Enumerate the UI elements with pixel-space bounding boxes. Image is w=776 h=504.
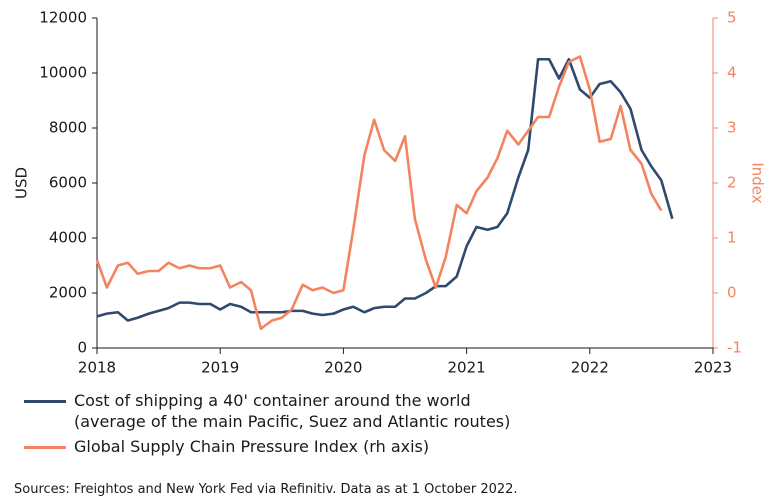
series-line [95,55,663,331]
legend-swatch [24,446,66,449]
chart: USD Index 0 2000 4000 6000 8000 10000 12000 -1 0… [13,9,767,377]
y-tick-label: 2000 [49,284,87,302]
legend-item: Cost of shipping a 40' container around … [24,390,510,432]
y-tick-label: 8000 [49,119,87,137]
y2-tick-label: 2 [727,174,737,192]
y-axis-title: USD [13,167,31,199]
y2-axis-title: Index [749,162,767,203]
x-tick-label: 2021 [448,359,486,377]
y-tick-label: 6000 [49,174,87,192]
y-tick-label: 10000 [39,64,87,82]
x-tick-label: 2019 [201,359,239,377]
y2-tick-label: -1 [727,339,742,357]
x-tick-label: 2023 [694,359,732,377]
y-tick-label: 12000 [39,9,87,27]
y2-tick-label: 5 [727,9,737,27]
y2-tick-label: 0 [727,284,737,302]
x-tick-label: 2018 [78,359,116,377]
y2-tick-label: 3 [727,119,737,137]
series-line [96,57,674,322]
y-tick-label: 4000 [49,229,87,247]
legend-label: Cost of shipping a 40' container around … [74,391,511,431]
x-tick-label: 2020 [324,359,362,377]
x-tick-label: 2022 [571,359,609,377]
source-note: Sources: Freightos and New York Fed via … [14,482,518,497]
legend-label: Global Supply Chain Pressure Index (rh a… [74,437,430,456]
y2-tick-label: 4 [727,64,737,82]
legend-swatch [24,400,66,403]
y-tick-label: 0 [77,339,87,357]
y2-tick-label: 1 [727,229,737,247]
legend-item: Global Supply Chain Pressure Index (rh a… [24,436,510,457]
legend: Cost of shipping a 40' container around … [24,390,510,461]
